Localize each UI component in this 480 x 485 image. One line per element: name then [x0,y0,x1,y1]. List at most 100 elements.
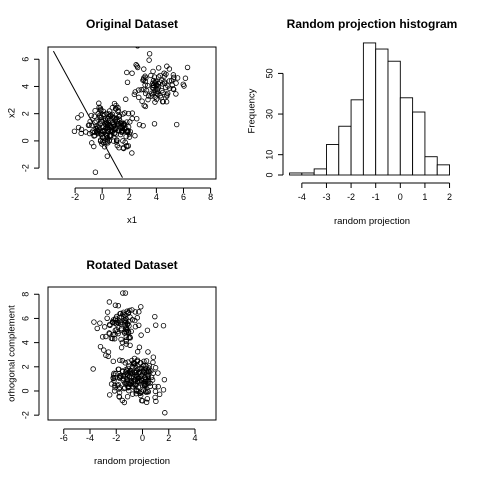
data-point [151,74,158,80]
data-point [124,144,130,150]
data-point [125,384,131,390]
data-point [91,319,97,325]
data-point [127,342,133,348]
data-point [122,290,129,296]
y-tick-label: 2 [20,111,30,116]
data-point [151,80,158,86]
x-tick-label: -4 [298,192,306,202]
x-axis-title: random projection [334,216,410,227]
data-point [125,365,131,372]
data-point [110,375,117,382]
data-point [145,349,151,355]
data-point [116,389,123,396]
data-point [118,336,124,343]
data-point [115,107,121,114]
plot-area [52,47,191,178]
data-point [133,373,139,379]
data-point [119,122,125,128]
data-point [103,352,109,359]
data-point [101,324,108,330]
x-tick-label: -3 [322,192,330,202]
data-point [96,124,103,130]
data-point [138,377,144,384]
data-point [129,391,136,397]
data-point [99,334,106,340]
data-point [127,334,133,340]
y-tick-label: -2 [20,164,30,172]
data-point [127,119,133,125]
data-point [163,99,170,105]
data-point [140,123,146,129]
data-point [137,365,143,371]
data-point [125,372,131,378]
data-point [116,113,123,119]
data-point [97,320,103,326]
data-point [75,115,81,121]
data-point [155,65,162,71]
data-point [136,121,143,128]
data-point [99,139,106,145]
data-point [138,392,144,399]
data-point [145,93,152,99]
data-point [156,391,163,398]
data-point [106,299,113,305]
data-point [138,360,144,366]
y-tick-label: -2 [20,411,30,419]
data-point [143,399,150,406]
data-point [152,313,158,320]
data-point [132,317,138,324]
data-point [129,110,136,116]
histogram-bar [436,164,450,176]
data-point [88,112,94,119]
data-point [150,354,157,360]
x-tick-label: 8 [208,192,213,202]
data-point [129,150,135,156]
data-point [92,169,99,175]
data-point [109,335,116,342]
data-point [138,304,144,310]
data-point [139,98,145,104]
data-point [85,122,92,129]
data-point [166,66,173,72]
data-point [94,325,100,332]
data-point [138,332,144,338]
data-point [152,383,158,390]
data-point [78,130,84,137]
data-point [110,358,117,365]
data-point [113,102,119,109]
y-tick-label: 30 [264,109,274,119]
data-point [131,91,138,98]
data-point [112,331,118,338]
y-tick-label: 4 [20,84,30,89]
data-point [103,131,110,138]
data-point [155,370,161,376]
y-tick-label: 4 [20,340,30,345]
data-point [98,131,104,137]
data-point [129,70,135,76]
y-axis-title: Frequency [247,88,258,133]
x-tick-label: -2 [347,192,355,202]
data-point [143,88,150,94]
x-tick-label: -6 [60,433,68,443]
data-point [127,307,133,314]
x-tick-label: -2 [71,192,79,202]
data-point [104,125,111,131]
data-point [108,112,114,118]
data-point [143,358,150,364]
data-point [93,118,99,124]
histogram-bar [338,125,352,176]
data-point [144,327,151,334]
x-tick-label: 0 [140,433,145,443]
data-point [136,322,142,328]
data-point [161,376,168,383]
x-tick-label: -1 [372,192,380,202]
data-point [148,93,154,99]
data-point [118,325,125,332]
data-point [161,73,168,79]
data-point [95,110,101,117]
data-point [107,132,113,139]
data-point [125,310,132,316]
data-point [96,100,102,106]
data-point [115,320,122,326]
